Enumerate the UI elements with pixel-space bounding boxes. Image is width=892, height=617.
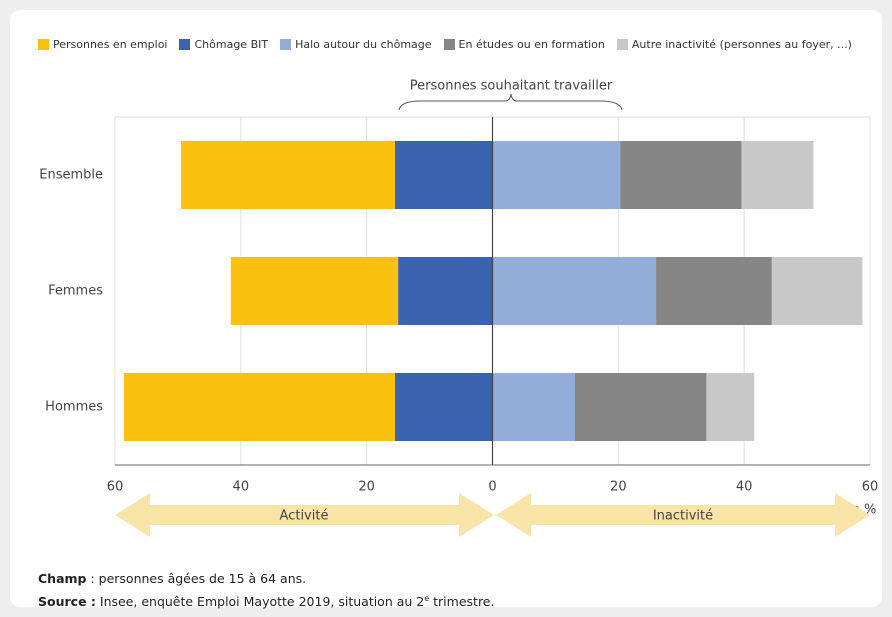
legend-item: Autre inactivité (personnes au foyer, ..…: [616, 38, 852, 51]
legend-item: Chômage BIT: [179, 38, 268, 51]
legend-swatch: [179, 39, 191, 50]
y-tick-label: Hommes: [45, 400, 103, 415]
legend-label: Chômage BIT: [194, 38, 269, 51]
bar: [492, 257, 657, 325]
plot: 60 40 20 0 20 40 60 Ensemble Femmes Hommes: [39, 116, 879, 495]
legend-swatch: [280, 39, 292, 50]
source-sup: e: [424, 594, 430, 603]
bar: [620, 141, 742, 209]
x-tick-label: 0: [488, 480, 496, 495]
notes: Champ : personnes âgées de 15 à 64 ans. …: [38, 569, 494, 612]
y-tick-label: Femmes: [48, 284, 103, 299]
legend-label: Halo autour du chômage: [295, 38, 432, 51]
bar: [230, 257, 399, 325]
legend-label: Autre inactivité (personnes au foyer, ..…: [631, 38, 852, 51]
bar: [394, 141, 493, 209]
bar: [181, 141, 395, 209]
x-tick-label: 60: [107, 480, 124, 495]
arrow-activite: [115, 493, 494, 537]
bar: [656, 257, 772, 325]
legend-item: Personnes en emploi: [38, 38, 167, 51]
arrow-label: Activité: [280, 509, 329, 524]
legend-swatch: [616, 39, 628, 50]
legend-item: Halo autour du chômage: [280, 38, 432, 51]
x-tick-label: 40: [233, 480, 250, 495]
bar: [398, 257, 493, 325]
arrow-label: Inactivité: [653, 509, 713, 524]
x-tick-label: 40: [736, 480, 753, 495]
source-label: Source :: [38, 594, 96, 610]
champ-label: Champ: [38, 571, 87, 586]
x-tick-label: 60: [862, 480, 879, 495]
bar: [394, 373, 493, 441]
champ-text: : personnes âgées de 15 à 64 ans.: [86, 571, 307, 586]
legend-item: En études ou en formation: [443, 38, 605, 51]
source-end: trimestre.: [429, 594, 495, 610]
legend: Personnes en emploi Chômage BIT Halo autou…: [38, 38, 852, 51]
legend-label: Personnes en emploi: [53, 38, 168, 51]
bar: [123, 373, 395, 441]
bar: [771, 257, 863, 325]
bracket-label: Personnes souhaitant travailler: [410, 79, 613, 94]
legend-swatch: [443, 39, 455, 50]
bar: [741, 141, 814, 209]
y-tick-label: Ensemble: [39, 168, 103, 183]
bracket: [398, 93, 623, 111]
source-text: Insee, enquête Emploi Mayotte 2019, situ…: [95, 594, 425, 610]
bar: [492, 141, 621, 209]
x-tick-label: 20: [610, 480, 627, 495]
legend-label: En études ou en formation: [458, 38, 605, 51]
bar: [574, 373, 707, 441]
bar: [492, 373, 575, 441]
bar: [706, 373, 755, 441]
arrow-inactivite: [496, 493, 870, 537]
x-tick-label: 20: [358, 480, 375, 495]
legend-swatch: [38, 39, 49, 50]
